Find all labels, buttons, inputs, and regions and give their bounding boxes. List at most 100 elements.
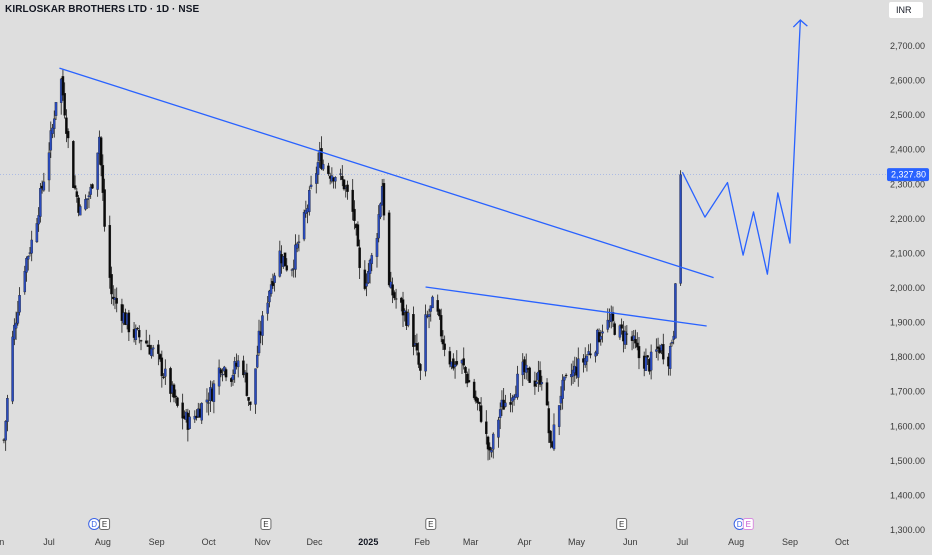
svg-text:2,327.80: 2,327.80 <box>891 170 926 180</box>
price-axis[interactable]: 1,300.00 1,400.00 1,500.00 1,600.00 1,700.00… <box>887 41 929 535</box>
candle <box>320 136 323 171</box>
candle <box>101 154 105 201</box>
candle <box>341 165 344 187</box>
candle <box>160 350 164 388</box>
candle <box>634 329 637 349</box>
candle <box>427 308 431 329</box>
candle <box>150 344 153 359</box>
time-tick-label: Aug <box>95 537 111 547</box>
candle <box>221 368 224 382</box>
time-tick-label: Nov <box>254 537 271 547</box>
candle <box>552 413 556 451</box>
candle <box>51 124 54 139</box>
candle <box>646 355 649 366</box>
candle <box>217 359 221 395</box>
price-tick-label: 1,400.00 <box>890 490 925 500</box>
candle <box>39 183 42 223</box>
symbol-title: KIRLOSKAR BROTHERS LTD · 1D · NSE <box>5 4 200 15</box>
candle <box>465 371 469 388</box>
time-axis[interactable]: Jun Jul Aug Sep Oct Nov Dec 2025 Feb Mar Apr May Jun… <box>0 537 849 547</box>
time-tick-label: Jul <box>677 537 689 547</box>
earnings-marker[interactable]: E <box>260 518 272 530</box>
candle <box>321 159 325 171</box>
price-tick-label: 1,600.00 <box>890 421 925 431</box>
candle <box>644 348 648 371</box>
trendline[interactable] <box>425 286 707 327</box>
candle <box>294 234 297 278</box>
candle <box>670 339 674 347</box>
time-tick-label: Feb <box>414 537 430 547</box>
candle <box>25 256 28 282</box>
candle <box>334 176 337 189</box>
candle <box>315 166 318 194</box>
candle <box>65 109 68 143</box>
candle <box>453 361 457 379</box>
candle <box>302 209 306 242</box>
trendline[interactable] <box>59 67 714 279</box>
candle <box>269 278 273 297</box>
candle <box>224 367 228 382</box>
candle <box>365 273 368 297</box>
candle <box>674 283 677 339</box>
candle <box>103 178 106 232</box>
candle <box>144 329 148 345</box>
currency-button[interactable]: INR <box>889 2 923 18</box>
candle <box>229 377 233 387</box>
candle <box>587 344 590 356</box>
candle <box>412 306 415 356</box>
candle <box>417 342 420 369</box>
time-tick-label: Sep <box>149 537 165 547</box>
candle <box>618 324 622 340</box>
projection-path[interactable] <box>681 20 802 275</box>
candle <box>87 191 91 209</box>
drawing-layer[interactable] <box>59 19 808 327</box>
candle <box>75 188 79 203</box>
candle <box>283 252 287 267</box>
candle <box>342 179 346 191</box>
price-tick-label: 1,800.00 <box>890 352 925 362</box>
candle <box>375 232 379 268</box>
candle <box>467 368 471 383</box>
candle <box>16 300 20 326</box>
candle <box>379 202 382 220</box>
candle <box>431 295 434 309</box>
candle <box>377 205 380 243</box>
candle <box>438 308 441 320</box>
candle <box>172 383 176 403</box>
candle <box>545 378 549 407</box>
candle <box>273 272 276 292</box>
time-tick-label: 2025 <box>358 537 378 547</box>
candle <box>613 321 616 336</box>
candle <box>485 410 488 445</box>
candle <box>77 195 80 217</box>
candle <box>138 325 141 344</box>
candle <box>53 110 56 138</box>
candle <box>415 333 419 356</box>
candle <box>452 353 455 371</box>
earnings-marker[interactable]: E <box>425 518 437 530</box>
candle <box>205 388 209 413</box>
candle <box>594 350 597 363</box>
earnings-marker[interactable]: E <box>99 518 111 530</box>
dividend-marker[interactable]: D <box>88 518 101 530</box>
candle <box>72 140 75 189</box>
candle <box>308 186 311 216</box>
candle <box>176 396 179 408</box>
candle <box>195 409 198 421</box>
earnings-marker[interactable]: E <box>616 518 628 530</box>
candle <box>429 305 433 322</box>
earnings-marker[interactable]: E <box>742 518 754 530</box>
price-tick-label: 1,900.00 <box>890 318 925 328</box>
candle <box>512 394 516 406</box>
candle <box>231 369 235 386</box>
candle <box>549 430 552 449</box>
candle <box>47 142 51 192</box>
price-tick-label: 2,200.00 <box>890 214 925 224</box>
candle <box>54 102 58 121</box>
candle <box>174 389 177 404</box>
time-tick-label: Jun <box>623 537 638 547</box>
candle <box>439 308 443 343</box>
